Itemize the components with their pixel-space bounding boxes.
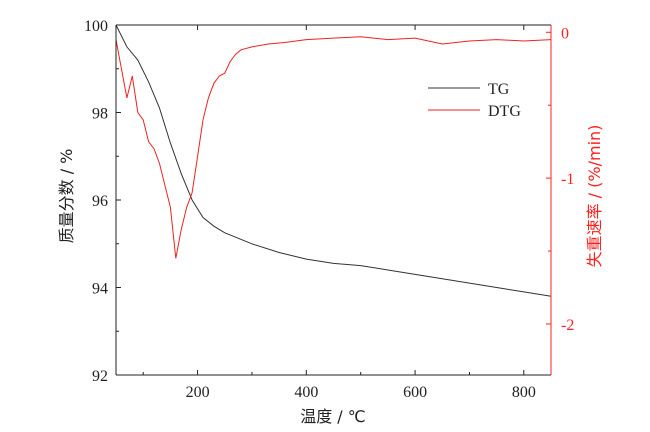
- y-axis-title: 质量分数 / %: [57, 149, 76, 244]
- series-dtg-line: [115, 36, 552, 259]
- x-tick-label: 800: [512, 384, 536, 401]
- y-tick-label: 98: [92, 106, 108, 123]
- x-tick-label: 600: [403, 384, 427, 401]
- axes-layer: 200 400 600 800 92 94 96 98 100 -2 -1 0: [84, 18, 574, 401]
- y-tick-label: 96: [92, 193, 108, 210]
- legend: TG DTG: [428, 81, 521, 120]
- x-tick-label: 200: [186, 384, 210, 401]
- series-layer: [115, 24, 552, 297]
- x-tick-label: 400: [294, 384, 318, 401]
- legend-label-dtg: DTG: [488, 103, 521, 120]
- y2-tick-label: -1: [561, 171, 574, 188]
- y-tick-label: 92: [92, 368, 108, 385]
- legend-label-tg: TG: [488, 81, 510, 98]
- series-tg-line: [115, 24, 552, 297]
- y2-axis-title: 失重速率 / (%/min): [585, 125, 604, 268]
- x-axis-title: 温度 / ℃: [300, 407, 366, 426]
- y-tick-label: 94: [92, 281, 108, 298]
- y2-tick-label: -2: [561, 317, 574, 334]
- y-tick-label: 100: [84, 18, 108, 35]
- y2-tick-label: 0: [561, 25, 569, 42]
